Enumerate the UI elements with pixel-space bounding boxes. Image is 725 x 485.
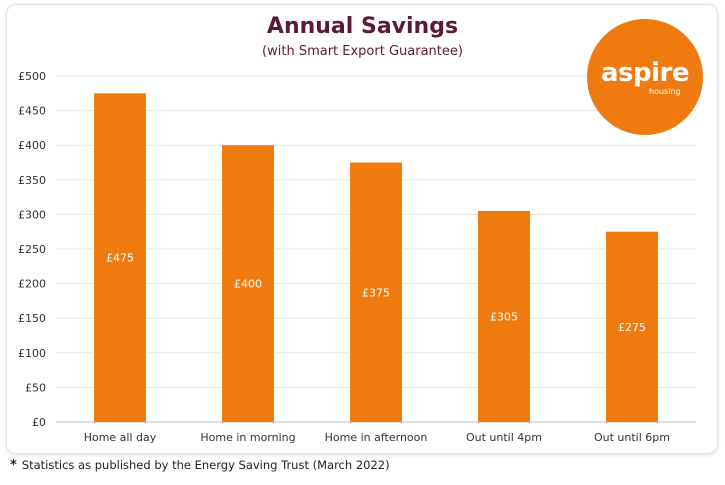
y-tick-label: £0 (32, 416, 46, 429)
footnote-star: * (10, 458, 17, 473)
aspire-housing-logo: aspire housing (587, 19, 703, 135)
y-tick-label: £300 (18, 208, 46, 221)
y-tick-label: £350 (18, 174, 46, 187)
bar (606, 231, 658, 422)
x-tick-label: Out until 4pm (466, 431, 542, 444)
data-label: £305 (490, 310, 518, 323)
y-tick-label: £450 (18, 105, 46, 118)
y-tick-label: £500 (18, 70, 46, 83)
y-tick-label: £100 (18, 347, 46, 360)
data-label: £275 (618, 321, 646, 334)
data-label: £375 (362, 286, 390, 299)
chart-title: Annual Savings (266, 14, 459, 39)
logo-main-text: aspire (601, 58, 690, 88)
data-label: £400 (234, 278, 262, 291)
y-tick-label: £250 (18, 243, 46, 256)
x-tick-label: Home in afternoon (325, 431, 428, 444)
bar (94, 93, 146, 423)
bar (478, 210, 530, 422)
footnote-text: Statistics as published by the Energy Sa… (21, 458, 390, 472)
footnote: * Statistics as published by the Energy S… (10, 458, 390, 473)
bar (350, 162, 402, 422)
y-tick-label: £50 (25, 381, 46, 394)
y-tick-label: £150 (18, 312, 46, 325)
x-tick-label: Home all day (84, 431, 157, 444)
data-label: £475 (106, 252, 134, 265)
chart-subtitle: (with Smart Export Guarantee) (262, 44, 463, 59)
x-tick-label: Home in morning (200, 431, 295, 444)
bar (222, 145, 274, 422)
x-tick-label: Out until 6pm (594, 431, 670, 444)
logo-sub-text: housing (649, 87, 681, 96)
y-tick-label: £200 (18, 278, 46, 291)
y-tick-label: £400 (18, 139, 46, 152)
